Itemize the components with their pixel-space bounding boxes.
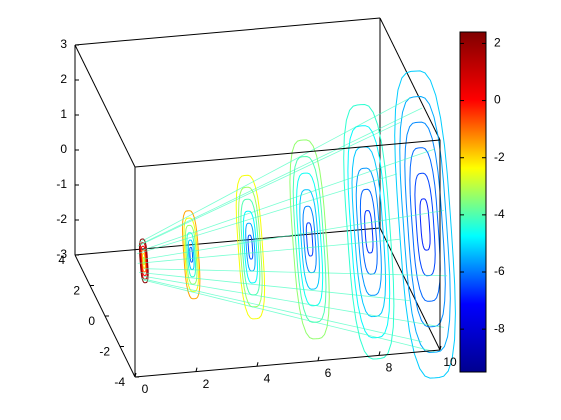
contour-line [141, 253, 146, 269]
colorbar [459, 31, 487, 373]
contour-line [404, 121, 446, 328]
colorbar-tick-label: -4 [494, 207, 505, 221]
z-tick-label: 1 [60, 107, 67, 121]
contour-line [144, 268, 448, 277]
contour-line [181, 210, 201, 300]
x-tick [134, 372, 137, 378]
contour-line [142, 148, 435, 251]
x-tick-label: 4 [264, 371, 271, 385]
contour-line [138, 238, 149, 284]
contours [137, 70, 456, 379]
contour-line [295, 172, 324, 307]
contour-line [137, 238, 401, 264]
contour-line [142, 279, 435, 352]
contour-line [140, 107, 423, 245]
contour-line [138, 272, 410, 301]
contour-line [347, 125, 391, 339]
colorbar-tick-label: -2 [494, 150, 505, 164]
contour-line [355, 167, 382, 296]
contour-line [140, 245, 148, 276]
box-edge [74, 17, 381, 46]
x-tick [256, 362, 259, 367]
x-tick [439, 345, 442, 351]
box-edge [379, 17, 441, 141]
contour-line [187, 239, 195, 270]
contour-line [299, 189, 320, 290]
contour-line [242, 210, 259, 284]
y-tick-label: 2 [73, 284, 80, 298]
z-tick-label: 0 [60, 142, 67, 156]
contour-line [399, 95, 451, 354]
contour-line [351, 146, 387, 318]
contour-line [184, 224, 198, 285]
colorbar-tick-label: -8 [494, 321, 505, 335]
contour-line [414, 172, 436, 277]
contour-line [302, 205, 317, 274]
contour-line [137, 173, 398, 255]
y-tick-label: -2 [99, 345, 110, 359]
contour-line [138, 97, 410, 244]
contour-line [409, 147, 441, 302]
box-edge [74, 44, 136, 168]
x-tick [317, 356, 320, 361]
z-tick-label: -1 [56, 177, 67, 191]
contour-line [343, 103, 395, 360]
contour-line [292, 155, 327, 323]
contour-line [142, 256, 146, 265]
x-tick [195, 367, 198, 372]
contour-line [189, 246, 194, 263]
z-tick-label: -3 [56, 247, 67, 261]
box-edge [74, 227, 381, 256]
contour-line [305, 222, 314, 257]
x-tick-label: 2 [203, 377, 210, 391]
box-edge [379, 227, 441, 351]
colorbar-tick-label: 2 [494, 36, 501, 50]
z-tick-label: 3 [60, 37, 67, 51]
box-edge [134, 139, 441, 168]
colorbar-tick-label: -6 [494, 264, 505, 278]
y-tick-label: 0 [88, 314, 95, 328]
contour-line [359, 188, 378, 275]
x-tick [378, 351, 381, 356]
z-tick-label: -2 [56, 212, 67, 226]
colorbar-tick-label: 0 [494, 93, 501, 107]
x-tick-label: 0 [142, 382, 149, 396]
contour-line [144, 275, 444, 328]
contour-line [238, 186, 263, 308]
box-edge [134, 349, 441, 378]
contour-line [137, 121, 401, 247]
contour-line [139, 242, 148, 280]
contour-line [144, 210, 444, 260]
y-tick-label: 4 [58, 253, 65, 267]
z-tick-label: 2 [60, 72, 67, 86]
contour-line [240, 198, 261, 296]
contour-line [140, 278, 423, 343]
contour-line [419, 198, 431, 251]
contour-line [394, 70, 456, 379]
contour-line [289, 139, 330, 340]
y-tick-label: -4 [114, 375, 125, 389]
contour-line [235, 174, 266, 320]
contour-line [183, 217, 199, 292]
x-tick-label: 8 [386, 361, 393, 375]
x-tick-label: 6 [325, 366, 332, 380]
contour-line [247, 234, 254, 260]
contour-line [364, 210, 374, 254]
x-tick-label: 10 [443, 355, 457, 369]
contour-line [245, 222, 256, 272]
